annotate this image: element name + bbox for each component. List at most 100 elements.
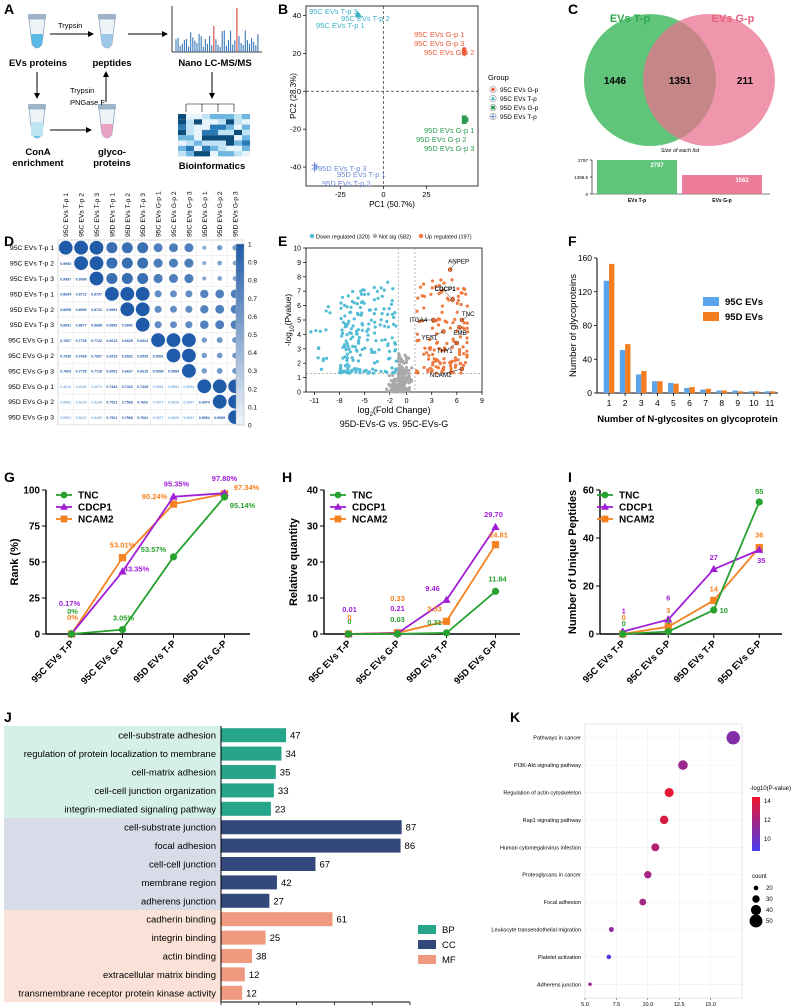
- volcano-point: [459, 302, 463, 307]
- kegg-term-label: Rap1 signaling pathway: [523, 818, 582, 824]
- volcano-point: [393, 341, 397, 345]
- volcano-point: [449, 366, 453, 371]
- heatmap-cell: [178, 124, 186, 130]
- corr-value: 0.7521: [106, 401, 117, 405]
- corr-value: 0.7722: [91, 339, 102, 343]
- gene-label: THY1: [437, 348, 453, 355]
- heatmap-cell: [194, 119, 202, 125]
- y-tick-label: 160: [578, 253, 592, 263]
- corr-value: 0.9987: [60, 277, 71, 281]
- arrowhead: [209, 93, 215, 99]
- size-bar-value: 1562: [735, 178, 749, 184]
- go-term-label: cadherin binding: [146, 915, 216, 926]
- volcano-point: [463, 360, 468, 365]
- volcano-point: [390, 389, 394, 393]
- corr-circle: [154, 290, 162, 298]
- go-term-label: actin binding: [163, 952, 216, 963]
- corr-circle: [153, 273, 163, 284]
- volcano-point: [339, 306, 343, 310]
- legend-key: [334, 502, 342, 510]
- corr-value: 0.8694: [60, 293, 71, 297]
- volcano-point: [404, 379, 409, 383]
- volcano-point: [401, 376, 405, 380]
- bioinformatics-label: Bioinformatics: [179, 161, 246, 172]
- x-axis-label: log2(Fold Change): [358, 405, 431, 418]
- volcano-point: [402, 361, 406, 365]
- legend-label: NCAM2: [619, 515, 655, 526]
- panel-f: F 0 40 80 120 160 1 2 3 4 5 6 7 8 9 10 11 95C EVs 95D EVs N…: [568, 233, 778, 425]
- volcano-point: [326, 305, 330, 309]
- volcano-point: [397, 370, 401, 374]
- y-axis-label: Number of Unique Peptides: [567, 490, 579, 634]
- data-label: 53.57%: [141, 545, 167, 554]
- legend-label: Up regulated (197): [425, 235, 472, 241]
- volcano-point: [371, 371, 375, 375]
- colorbar-tick-label: 0.7: [248, 296, 257, 303]
- tube-peptides: [98, 14, 116, 49]
- volcano-point: [458, 352, 462, 357]
- volcano-point: [356, 296, 360, 300]
- volcano-point: [430, 279, 435, 283]
- color-legend-tick: 14: [764, 799, 771, 805]
- bar-95d-evs: [721, 390, 727, 393]
- corr-value: 0.9992: [106, 324, 117, 328]
- x-tick-label: 6: [687, 398, 692, 408]
- volcano-point: [455, 301, 459, 305]
- panel-letter-a: A: [4, 1, 14, 17]
- pca-point-label: 95C EVs T-p 1: [316, 21, 365, 30]
- volcano-point: [351, 344, 355, 349]
- corr-circle: [151, 333, 166, 347]
- row-label: 95C EVs T-p 3: [10, 276, 54, 283]
- heatmap-cell: [242, 135, 250, 141]
- volcano-point: [416, 370, 420, 374]
- row-label: 95D EVs T-p 1: [10, 291, 54, 298]
- volcano-point: [348, 350, 352, 354]
- x-tick-label: 15.0: [705, 1002, 716, 1007]
- data-label: 36: [755, 531, 763, 540]
- volcano-point: [379, 286, 383, 290]
- x-tick-label: 95D EVs G-P: [452, 638, 501, 687]
- gene-leader: [461, 313, 471, 321]
- venn-both-count: 1351: [669, 76, 692, 87]
- kegg-term-label: Platelet activation: [538, 955, 581, 961]
- volcano-point: [360, 328, 364, 332]
- go-count-label: 27: [273, 896, 284, 907]
- volcano-point: [343, 364, 347, 368]
- series-point-cdcp1: [709, 564, 718, 573]
- corr-value: 0.7603: [60, 370, 71, 374]
- volcano-point: [343, 314, 347, 318]
- legend-label: 95C EVs T-p: [500, 96, 537, 103]
- data-label: 29.70: [484, 510, 503, 519]
- bar-95d-evs: [673, 383, 679, 393]
- volcano-point: [455, 310, 459, 314]
- go-term-label: extracellular matrix binding: [103, 970, 216, 981]
- corr-value: 0.9990: [153, 370, 164, 374]
- corr-value: 0.5867: [183, 401, 194, 405]
- heatmap-cell: [178, 140, 186, 146]
- corr-value: 0.7669: [76, 354, 87, 358]
- volcano-point: [422, 352, 426, 356]
- volcano-point: [391, 287, 395, 291]
- data-label: 0: [347, 617, 351, 626]
- bar-95d-evs: [769, 391, 776, 393]
- go-bar: [221, 949, 252, 963]
- corr-value: 0.5826: [168, 401, 179, 405]
- data-label: 11.84: [488, 574, 507, 583]
- pca-point-label: 95C EVs G-p 2: [424, 48, 474, 57]
- x-tick-label: -8: [336, 398, 342, 405]
- volcano-caption: 95D-EVs-G vs. 95C-EVs-G: [340, 419, 449, 429]
- volcano-point: [343, 355, 347, 359]
- corr-circle: [200, 289, 209, 299]
- corr-value: 0.5581: [153, 385, 164, 389]
- heatmap-cell: [202, 151, 210, 157]
- volcano-point: [343, 369, 347, 373]
- volcano-point: [386, 343, 390, 348]
- corr-circle: [89, 256, 104, 270]
- legend-key: [601, 502, 609, 510]
- heatmap-cell: [194, 114, 202, 120]
- volcano-point: [440, 304, 445, 308]
- data-label: 0.03: [390, 615, 405, 624]
- corr-circle: [184, 273, 194, 284]
- heatmap-cell: [226, 129, 234, 136]
- kegg-bubble: [678, 760, 688, 770]
